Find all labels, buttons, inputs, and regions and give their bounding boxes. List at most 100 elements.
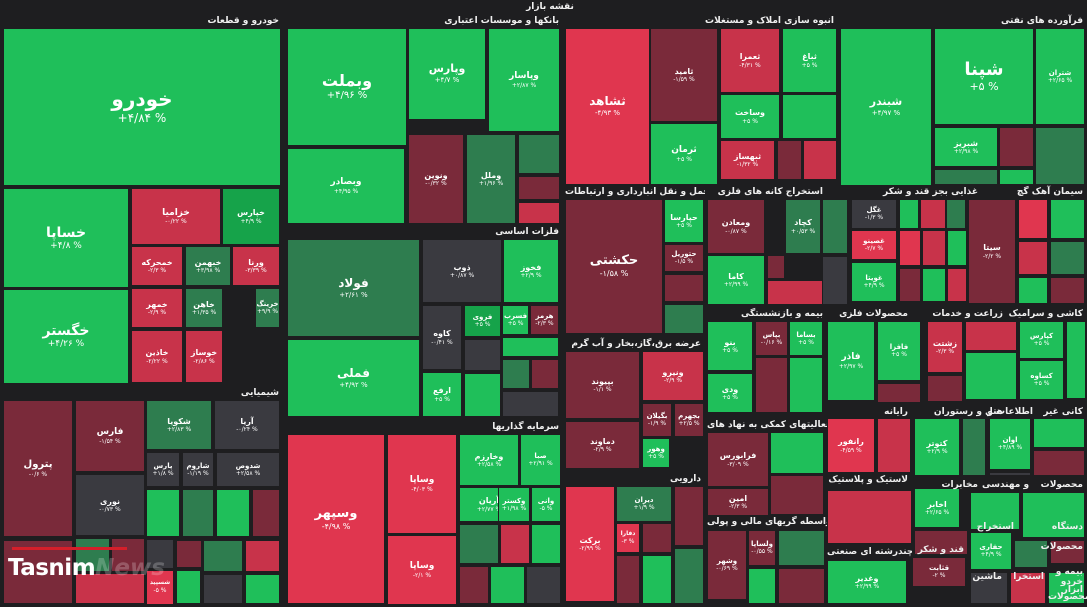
stock-tile[interactable]: کپارس +۵ %	[1019, 321, 1064, 359]
stock-tile[interactable]: وبملت +۴/۹۶ %	[287, 28, 407, 146]
stock-tile[interactable]: سیتا -۲/۲ %	[968, 199, 1016, 304]
treemap-cell[interactable]	[1014, 540, 1048, 568]
treemap-cell[interactable]	[899, 230, 921, 266]
treemap-cell[interactable]	[914, 530, 968, 555]
treemap-cell[interactable]	[922, 230, 946, 266]
treemap-cell[interactable]	[1033, 450, 1085, 476]
stock-tile[interactable]: وساخت +۵ %	[720, 94, 780, 139]
treemap-cell[interactable]	[999, 127, 1034, 167]
treemap-cell[interactable]	[502, 337, 559, 357]
stock-tile[interactable]: نوری -۰/۷۳ %	[75, 474, 145, 536]
stock-tile[interactable]: صبا +۲/۹۱ %	[520, 434, 561, 486]
stock-tile[interactable]: ولساپا -۰/۵۵ %	[748, 530, 776, 566]
stock-tile[interactable]: غصینو -۲/۷ %	[851, 230, 897, 260]
treemap-cell[interactable]	[252, 489, 280, 537]
treemap-cell[interactable]	[770, 432, 824, 474]
stock-tile[interactable]: ارفع +۵ %	[422, 372, 462, 417]
treemap-cell[interactable]	[502, 359, 530, 389]
stock-tile[interactable]: فافزا +۵ %	[877, 321, 921, 381]
treemap-cell[interactable]	[920, 199, 946, 229]
treemap-cell[interactable]	[934, 169, 998, 185]
treemap-cell[interactable]	[245, 540, 280, 572]
treemap-cell[interactable]	[899, 199, 919, 229]
stock-tile[interactable]: شپنا +۵ %	[934, 28, 1034, 125]
treemap-cell[interactable]	[827, 490, 912, 544]
treemap-cell[interactable]	[464, 339, 501, 371]
treemap-cell[interactable]	[674, 548, 704, 604]
treemap-cell[interactable]	[518, 176, 560, 200]
stock-tile[interactable]: بساما +۵ %	[789, 321, 823, 356]
treemap-cell[interactable]	[989, 472, 1031, 476]
stock-tile[interactable]: خساپا +۴/۸ %	[3, 188, 129, 288]
stock-tile[interactable]: بپیوند -۱/۱ %	[565, 351, 640, 419]
stock-tile[interactable]: فسرب +۵ %	[502, 305, 529, 335]
stock-tile[interactable]: حفاری +۴/۹ %	[970, 532, 1012, 570]
treemap-cell[interactable]	[531, 359, 559, 389]
stock-tile[interactable]: ثبهساز -۱/۳۲ %	[720, 140, 775, 180]
treemap-cell[interactable]	[111, 538, 145, 572]
treemap-cell[interactable]	[464, 373, 501, 417]
treemap-cell[interactable]	[674, 486, 704, 546]
treemap-cell[interactable]	[490, 566, 525, 604]
stock-tile[interactable]: فاذر +۲/۹۷ %	[827, 321, 875, 401]
stock-tile[interactable]: شبندر +۴/۹۷ %	[840, 28, 932, 186]
stock-tile[interactable]: شکویا +۲/۸۳ %	[146, 400, 212, 450]
treemap-cell[interactable]	[1066, 321, 1086, 399]
treemap-cell[interactable]	[707, 415, 753, 417]
stock-tile[interactable]: اوان +۴/۸۹ %	[989, 418, 1031, 470]
stock-tile[interactable]: خزامیا -۰/۲۲ %	[131, 188, 221, 245]
stock-tile[interactable]: شدوص +۲/۵۸ %	[216, 452, 280, 487]
treemap-cell[interactable]	[664, 304, 704, 334]
stock-tile[interactable]: ثرمان +۵ %	[650, 123, 718, 185]
stock-tile[interactable]: ثشاهد -۴/۹۳ %	[565, 28, 650, 185]
treemap-cell[interactable]	[947, 268, 967, 302]
stock-tile[interactable]: فملی +۴/۹۲ %	[287, 339, 420, 417]
treemap-cell[interactable]	[176, 570, 201, 604]
treemap-cell[interactable]	[947, 230, 967, 266]
treemap-cell[interactable]	[203, 574, 243, 604]
stock-tile[interactable]: خرینگ +۹/۹ %	[255, 288, 280, 328]
treemap-cell[interactable]	[616, 555, 640, 604]
stock-tile[interactable]: فروی +۵ %	[464, 305, 501, 337]
treemap-cell[interactable]	[778, 568, 825, 604]
stock-tile[interactable]: وغدیر +۲/۹۹ %	[827, 560, 907, 604]
stock-tile[interactable]: ومعادن -۰/۸۷ %	[707, 199, 765, 254]
treemap-cell[interactable]	[459, 566, 489, 604]
treemap-cell[interactable]	[822, 199, 848, 254]
stock-tile[interactable]: پارس +۱/۸ %	[146, 452, 180, 487]
stock-tile[interactable]: حتوریل -۱/۵ %	[664, 244, 704, 272]
treemap-cell[interactable]	[1050, 540, 1085, 564]
treemap-cell[interactable]	[927, 375, 963, 402]
treemap-cell[interactable]	[176, 540, 202, 568]
stock-tile[interactable]: برکت -۲/۹۹ %	[565, 486, 615, 602]
stock-tile[interactable]: هرمز -۲/۳ %	[530, 305, 559, 335]
treemap-cell[interactable]	[965, 352, 1017, 400]
stock-tile[interactable]: کاوه -۰/۴۱ %	[422, 305, 462, 370]
treemap-cell[interactable]	[755, 357, 788, 413]
stock-tile[interactable]: ثامید -۱/۵۹ %	[650, 28, 718, 122]
stock-tile[interactable]: شتران +۲/۶۵ %	[1035, 28, 1085, 125]
treemap-cell[interactable]	[642, 555, 672, 604]
treemap-cell[interactable]	[502, 391, 559, 417]
treemap-cell[interactable]	[203, 540, 243, 572]
stock-tile[interactable]: وپارس +۴/۷ %	[408, 28, 486, 120]
stock-tile[interactable]: شبریز +۲/۹۸ %	[934, 127, 998, 167]
treemap-cell[interactable]	[777, 140, 802, 180]
stock-tile[interactable]: غویتا +۴/۹ %	[851, 262, 897, 302]
treemap-cell[interactable]	[146, 539, 174, 569]
treemap-cell[interactable]	[1022, 492, 1085, 538]
stock-tile[interactable]: وهور +۵ %	[642, 438, 670, 468]
treemap-cell[interactable]	[782, 94, 837, 139]
treemap-cell[interactable]	[922, 268, 946, 302]
stock-tile[interactable]: زشتت -۲/۳ %	[927, 321, 963, 373]
treemap-cell[interactable]	[877, 418, 911, 473]
stock-tile[interactable]: امین -۲/۳ %	[707, 488, 769, 516]
treemap-cell[interactable]	[459, 524, 499, 564]
stock-tile[interactable]: وکستر +۱/۹۸ %	[498, 487, 530, 522]
stock-tile[interactable]: ونوین -۰/۳۲ %	[408, 134, 464, 224]
stock-tile[interactable]: ودی +۵ %	[707, 373, 753, 413]
treemap-cell[interactable]	[970, 572, 1008, 604]
stock-tile[interactable]: دفارا -۳ %	[616, 523, 640, 553]
treemap-cell[interactable]	[500, 524, 530, 564]
stock-tile[interactable]: وملل +۱/۹۶ %	[466, 134, 516, 224]
